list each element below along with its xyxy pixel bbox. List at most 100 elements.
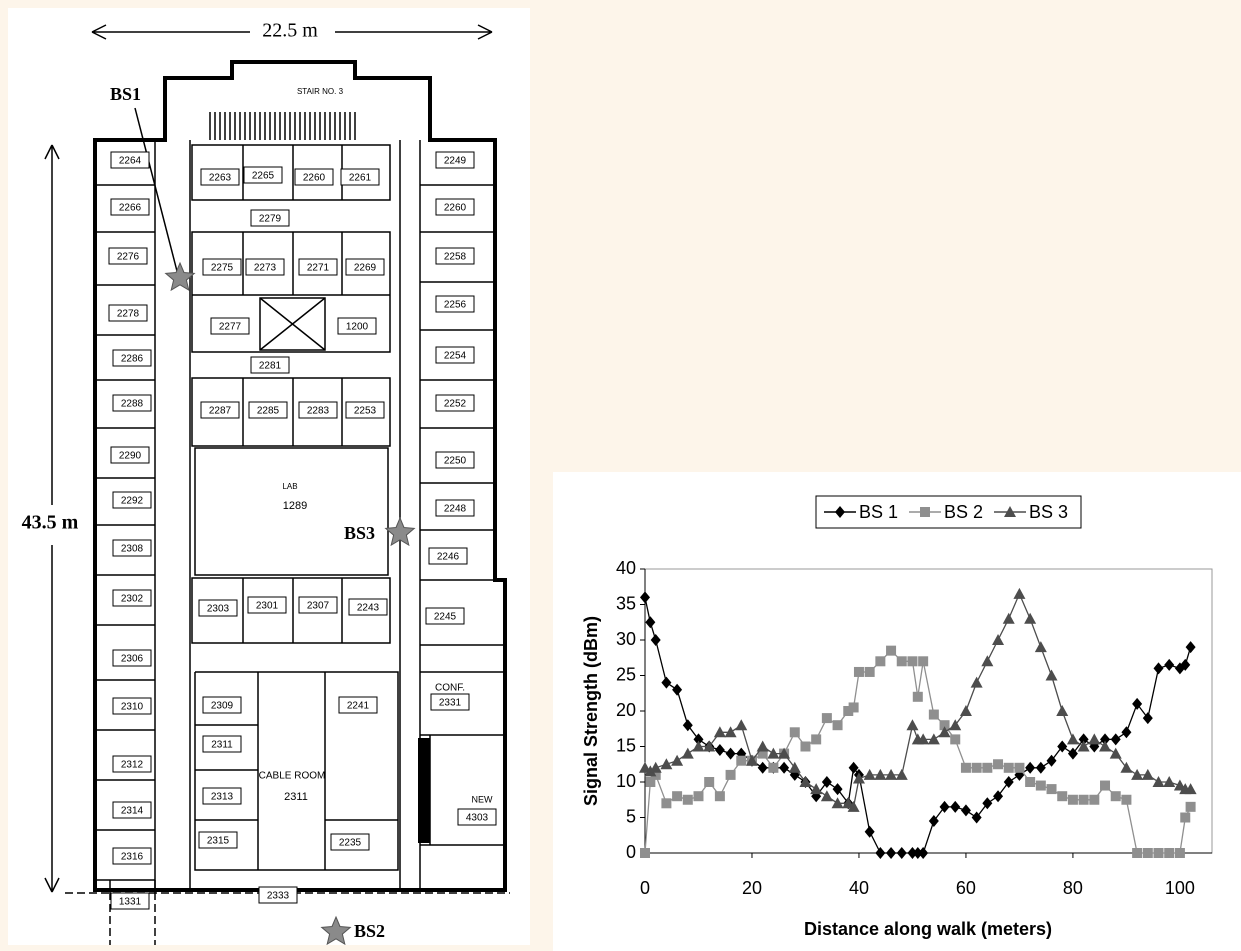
room-number: 2333: [267, 891, 290, 902]
lab-room: 1289: [283, 500, 307, 512]
room-number: 2235: [339, 838, 362, 849]
stair-label: STAIR NO. 3: [297, 87, 344, 96]
marker: [790, 727, 800, 737]
marker: [982, 763, 992, 773]
room-number: 2258: [444, 252, 467, 263]
x-axis-title: Distance along walk (meters): [804, 919, 1052, 939]
marker: [1175, 848, 1185, 858]
room-number: 2275: [211, 263, 234, 274]
y-tick-label: 40: [616, 558, 636, 578]
room-number: 2308: [121, 544, 144, 555]
room-number: 2315: [207, 836, 230, 847]
y-tick-label: 15: [616, 735, 636, 755]
marker: [1132, 848, 1142, 858]
room-number: 4303: [466, 813, 489, 824]
cable-room-number: 2311: [284, 791, 308, 803]
x-tick-label: 0: [640, 878, 650, 898]
conf-label: CONF.: [435, 683, 465, 694]
room-number: 2241: [347, 701, 370, 712]
y-tick-label: 20: [616, 700, 636, 720]
marker: [704, 777, 714, 787]
marker: [1121, 795, 1131, 805]
floor-plan-panel: [8, 8, 530, 945]
room-number: 2243: [357, 603, 380, 614]
bs3-label: BS3: [344, 523, 375, 543]
room-number: 2273: [254, 263, 277, 274]
legend-label: BS 3: [1029, 502, 1068, 522]
room-number: 2301: [256, 601, 279, 612]
room-number: 2290: [119, 451, 142, 462]
chart-panel: [553, 472, 1241, 951]
y-tick-label: 35: [616, 593, 636, 613]
room-number: 2281: [259, 361, 282, 372]
room-number: 2292: [121, 496, 144, 507]
figure: 22.5 m 43.5 m STAIR NO. 3 LAB 1289 CABLE…: [0, 0, 1241, 951]
marker: [640, 848, 650, 858]
legend-marker: [920, 507, 930, 517]
room-number: 2288: [121, 399, 144, 410]
marker: [661, 798, 671, 808]
room-number: 2248: [444, 504, 467, 515]
room-number: 2283: [307, 406, 330, 417]
lab-label: LAB: [282, 482, 297, 491]
marker: [822, 713, 832, 723]
marker: [1004, 763, 1014, 773]
marker: [683, 795, 693, 805]
room-number: 2252: [444, 399, 467, 410]
room-number: 2260: [303, 173, 326, 184]
marker: [768, 763, 778, 773]
marker: [918, 656, 928, 666]
marker: [1068, 795, 1078, 805]
room-number: 2310: [121, 702, 144, 713]
room-number: 1200: [346, 322, 369, 333]
y-tick-label: 30: [616, 629, 636, 649]
marker: [1186, 802, 1196, 812]
room-number: 2279: [259, 214, 282, 225]
room-number: 2312: [121, 760, 144, 771]
x-tick-label: 60: [956, 878, 976, 898]
room-number: 2265: [252, 171, 275, 182]
marker: [1143, 848, 1153, 858]
room-number: 2256: [444, 300, 467, 311]
room-number: 2249: [444, 156, 467, 167]
room-number: 2331: [439, 698, 462, 709]
page: {"floor_plan": {"width_label": "22.5 m",…: [0, 0, 1241, 951]
marker: [1164, 848, 1174, 858]
marker: [875, 656, 885, 666]
y-axis-title: Signal Strength (dBm): [581, 616, 601, 806]
marker: [800, 742, 810, 752]
marker: [897, 656, 907, 666]
marker: [913, 692, 923, 702]
room-number: 2250: [444, 456, 467, 467]
marker: [907, 656, 917, 666]
wall-block: [418, 738, 430, 843]
new-label: NEW: [472, 794, 494, 804]
room-number: 2276: [117, 252, 140, 263]
room-number: 2254: [444, 351, 467, 362]
marker: [833, 720, 843, 730]
marker: [736, 756, 746, 766]
marker: [1047, 784, 1057, 794]
room-number: 2269: [354, 263, 377, 274]
bs1-label: BS1: [110, 84, 141, 104]
x-tick-label: 20: [742, 878, 762, 898]
room-number: 1331: [119, 897, 142, 908]
room-number: 2287: [209, 406, 232, 417]
x-tick-label: 100: [1165, 878, 1195, 898]
room-number: 2306: [121, 654, 144, 665]
room-number: 2286: [121, 354, 144, 365]
legend-label: BS 1: [859, 502, 898, 522]
room-number: 2285: [257, 406, 280, 417]
marker: [849, 702, 859, 712]
marker: [1180, 813, 1190, 823]
marker: [1154, 848, 1164, 858]
room-number: 2277: [219, 322, 242, 333]
bs2-label: BS2: [354, 921, 385, 941]
room-number: 2263: [209, 173, 232, 184]
marker: [1057, 791, 1067, 801]
marker: [950, 734, 960, 744]
marker: [972, 763, 982, 773]
marker: [854, 667, 864, 677]
marker: [961, 763, 971, 773]
marker: [929, 710, 939, 720]
